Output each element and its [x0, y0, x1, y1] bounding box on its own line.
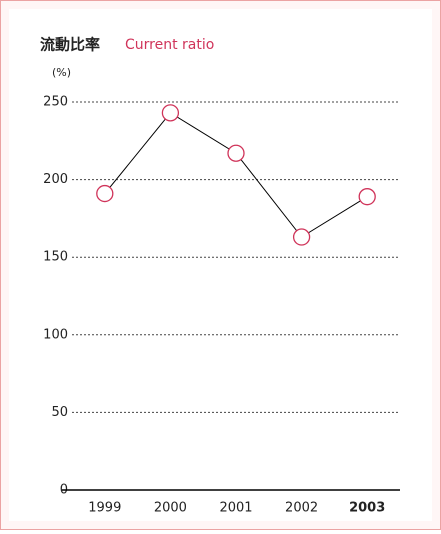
- y-tick-label: 100: [43, 327, 68, 342]
- y-tick-label: 50: [51, 405, 68, 420]
- y-axis-label: (%): [52, 66, 71, 79]
- x-tick-label: 2001: [219, 501, 252, 516]
- chart-subtitle: Current ratio: [125, 37, 214, 53]
- y-tick-label: 200: [43, 172, 68, 187]
- point: [227, 144, 245, 162]
- y-tick-label: 150: [43, 250, 68, 265]
- y-tick-label: 250: [43, 95, 68, 110]
- point: [292, 228, 311, 246]
- panel: [9, 9, 432, 521]
- chart-title: 流動比率: [40, 36, 100, 54]
- x-tick-label: 2002: [285, 501, 318, 516]
- point: [161, 104, 180, 122]
- point: [96, 184, 114, 203]
- x-tick-label: 1999: [88, 501, 121, 516]
- x-tick-label: 2000: [154, 501, 187, 516]
- x-tick-label: 2003: [349, 501, 385, 516]
- point: [358, 188, 376, 206]
